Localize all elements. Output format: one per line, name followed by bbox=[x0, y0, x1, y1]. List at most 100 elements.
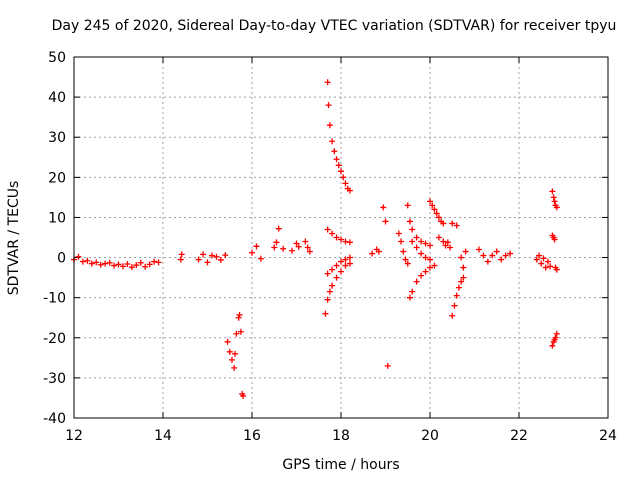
data-point bbox=[289, 247, 296, 254]
data-point bbox=[333, 156, 340, 163]
y-tick-label: 20 bbox=[48, 170, 66, 186]
data-series-segment-4 bbox=[237, 328, 247, 399]
data-series-segment-14 bbox=[406, 262, 438, 301]
data-point bbox=[536, 252, 543, 259]
data-point bbox=[275, 225, 282, 232]
data-point bbox=[222, 252, 229, 259]
data-point bbox=[302, 238, 309, 245]
data-point bbox=[480, 252, 487, 259]
data-point bbox=[200, 251, 207, 258]
data-series-segment-22 bbox=[549, 188, 560, 211]
x-tick-label: 16 bbox=[243, 428, 261, 444]
data-point bbox=[427, 256, 433, 263]
data-point bbox=[280, 245, 287, 252]
data-point bbox=[253, 243, 260, 250]
data-point bbox=[231, 364, 238, 371]
data-series-segment-2 bbox=[177, 251, 229, 266]
data-point bbox=[460, 274, 467, 281]
data-series-segment-9 bbox=[322, 260, 353, 317]
data-point bbox=[155, 259, 162, 266]
data-point bbox=[151, 258, 158, 265]
data-series-segment-24 bbox=[549, 330, 560, 349]
data-point bbox=[342, 238, 349, 245]
data-point bbox=[553, 204, 560, 211]
data-point bbox=[433, 210, 440, 217]
data-point bbox=[449, 312, 456, 319]
data-point bbox=[346, 254, 353, 261]
data-point bbox=[484, 258, 491, 265]
data-point bbox=[435, 214, 442, 221]
data-point bbox=[115, 261, 122, 268]
data-point bbox=[84, 257, 91, 264]
data-point bbox=[322, 310, 329, 317]
data-series-segment-23 bbox=[549, 232, 560, 273]
data-point bbox=[551, 198, 558, 205]
data-point bbox=[306, 248, 313, 255]
data-point bbox=[333, 262, 340, 269]
data-point bbox=[427, 242, 433, 249]
data-point bbox=[329, 138, 336, 145]
data-point bbox=[331, 148, 338, 155]
data-series-segment-11 bbox=[369, 204, 391, 369]
data-series-segment-18 bbox=[449, 274, 467, 319]
point-layer bbox=[71, 79, 560, 399]
data-point bbox=[551, 236, 558, 243]
data-point bbox=[273, 239, 280, 246]
data-point bbox=[442, 242, 449, 249]
data-point bbox=[236, 311, 243, 318]
data-point bbox=[455, 284, 462, 291]
data-point bbox=[237, 328, 244, 335]
data-point bbox=[540, 255, 547, 262]
data-point bbox=[324, 79, 331, 86]
data-point bbox=[342, 180, 349, 187]
data-point bbox=[375, 248, 382, 255]
data-series-segment-13 bbox=[404, 202, 433, 249]
data-point bbox=[538, 260, 545, 267]
data-point bbox=[380, 204, 387, 211]
data-point bbox=[228, 356, 235, 363]
plot-border bbox=[73, 56, 609, 419]
data-point bbox=[440, 220, 447, 227]
data-point bbox=[119, 263, 126, 270]
data-point bbox=[232, 350, 239, 357]
data-point bbox=[404, 202, 411, 209]
data-point bbox=[553, 330, 560, 337]
data-point bbox=[550, 194, 557, 201]
y-tick-label: -10 bbox=[43, 291, 66, 307]
y-tick-label: -40 bbox=[43, 411, 66, 427]
data-point bbox=[324, 296, 331, 303]
y-tick-label: 30 bbox=[48, 130, 66, 146]
data-point bbox=[178, 251, 185, 258]
data-point bbox=[137, 259, 144, 266]
data-point bbox=[208, 252, 215, 259]
data-point bbox=[542, 264, 549, 271]
data-point bbox=[453, 292, 460, 299]
data-point bbox=[489, 252, 496, 259]
data-point bbox=[431, 206, 438, 213]
data-point bbox=[324, 226, 331, 233]
data-point bbox=[240, 392, 247, 399]
data-point bbox=[326, 122, 333, 129]
data-point bbox=[146, 261, 153, 268]
data-point bbox=[533, 256, 540, 263]
data-point bbox=[142, 263, 149, 270]
data-series-segment-16 bbox=[427, 198, 447, 227]
data-point bbox=[453, 222, 460, 229]
data-point bbox=[493, 248, 500, 255]
data-series-segment-1 bbox=[71, 253, 162, 271]
data-point bbox=[549, 188, 556, 195]
data-point bbox=[447, 244, 454, 251]
data-point bbox=[552, 334, 559, 341]
data-point bbox=[128, 264, 135, 271]
data-point bbox=[404, 260, 411, 267]
data-point bbox=[553, 266, 560, 273]
data-point bbox=[502, 252, 509, 259]
data-series-segment-8 bbox=[324, 226, 353, 246]
data-point bbox=[451, 302, 458, 309]
data-point bbox=[549, 342, 556, 349]
data-point bbox=[271, 244, 278, 251]
data-point bbox=[400, 248, 407, 255]
data-point bbox=[79, 258, 86, 265]
data-point bbox=[325, 102, 332, 109]
data-point bbox=[224, 338, 231, 345]
